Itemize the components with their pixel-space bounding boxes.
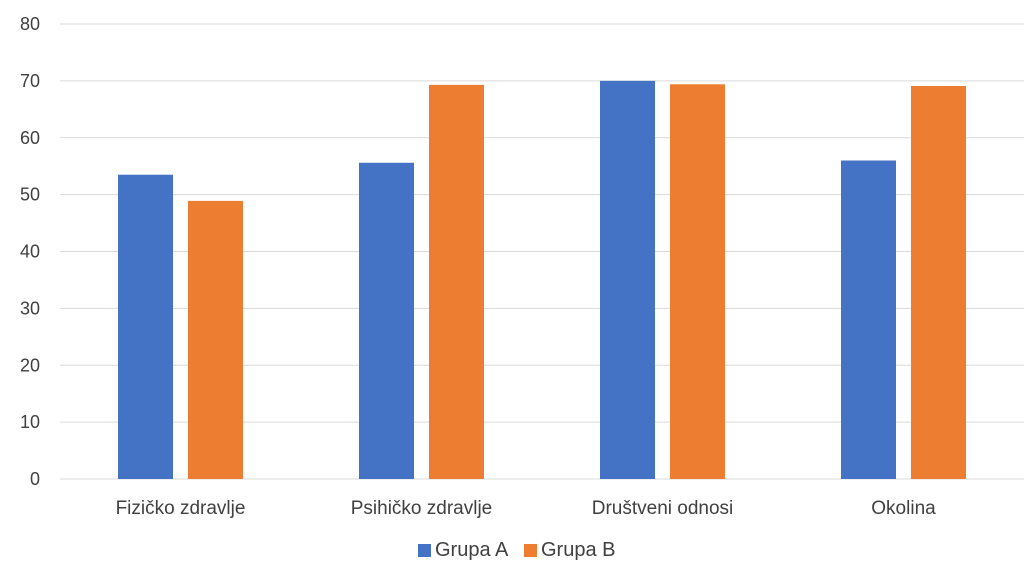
y-tick-label: 80 — [20, 14, 40, 34]
x-axis-categories: Fizičko zdravlje Psihičko zdravlje Društve… — [116, 498, 937, 519]
y-tick-label: 40 — [20, 242, 40, 262]
x-category-label: Okolina — [871, 498, 936, 519]
y-tick-label: 30 — [20, 298, 40, 318]
bar-grupa-b-2 — [670, 84, 725, 479]
y-tick-label: 50 — [20, 185, 40, 205]
y-tick-label: 60 — [20, 128, 40, 148]
bar-grupa-a-0 — [118, 174, 173, 479]
bar-grupa-a-2 — [600, 80, 655, 479]
bar-grupa-a-3 — [841, 160, 896, 479]
legend-label: Grupa A — [435, 539, 509, 561]
y-tick-label: 70 — [20, 71, 40, 91]
y-tick-label: 10 — [20, 412, 40, 432]
y-axis-ticks: 0 10 20 30 40 50 60 70 80 — [20, 14, 40, 489]
legend-swatch-grupa-a — [418, 544, 431, 557]
x-category-label: Društveni odnosi — [592, 498, 734, 519]
legend-label: Grupa B — [541, 539, 615, 561]
legend: Grupa A Grupa B — [418, 539, 615, 561]
bar-grupa-b-0 — [188, 200, 243, 479]
bars — [118, 80, 966, 480]
x-category-label: Psihičko zdravlje — [351, 498, 493, 519]
y-tick-label: 0 — [30, 469, 40, 489]
y-tick-label: 20 — [20, 355, 40, 375]
bar-grupa-a-1 — [359, 162, 414, 479]
bar-grupa-b-1 — [429, 84, 484, 479]
x-category-label: Fizičko zdravlje — [116, 498, 246, 519]
legend-swatch-grupa-b — [524, 544, 537, 557]
bar-grupa-b-3 — [911, 85, 966, 480]
